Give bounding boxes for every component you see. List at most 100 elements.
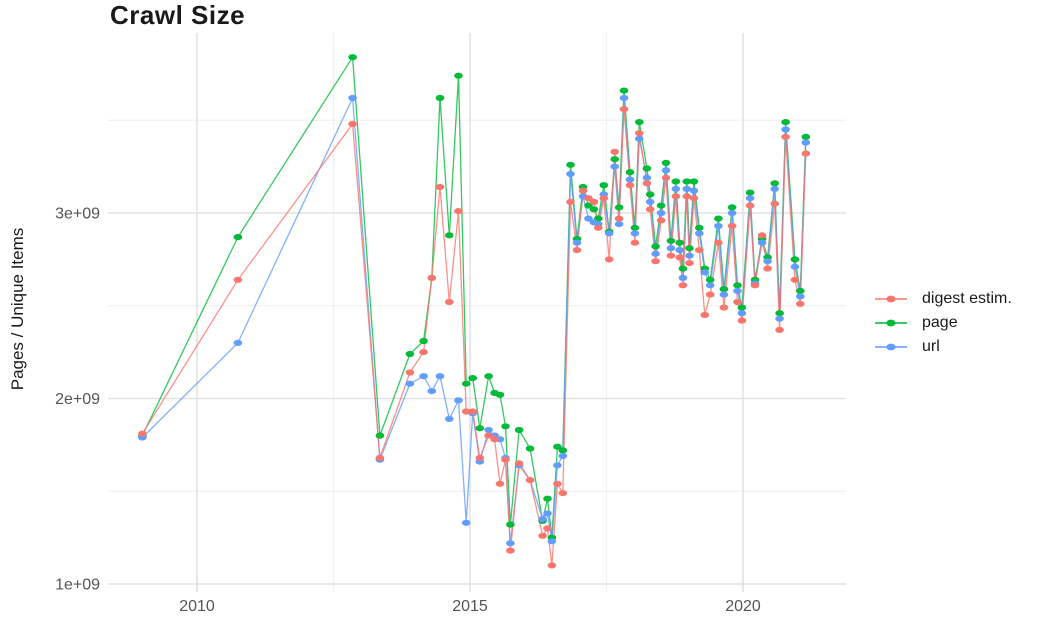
- y-axis-title: Pages / Unique Items: [8, 227, 27, 391]
- data-point-url: [405, 380, 415, 387]
- data-point-digest-estim-: [348, 120, 357, 128]
- data-point-url: [645, 198, 655, 205]
- data-point-url: [572, 239, 582, 246]
- data-point-url: [553, 462, 562, 469]
- data-point-url: [727, 209, 737, 217]
- data-point-url: [737, 310, 747, 317]
- data-point-page: [506, 521, 515, 528]
- data-point-page: [656, 202, 666, 209]
- data-point-page: [796, 287, 805, 294]
- y-tick-label: 3e+09: [55, 206, 100, 223]
- data-point-digest-estim-: [572, 247, 582, 254]
- data-point-page: [454, 72, 463, 79]
- data-point-digest-estim-: [589, 198, 599, 205]
- data-point-page: [558, 447, 568, 454]
- data-point-url: [671, 185, 681, 192]
- data-point-page: [435, 94, 445, 102]
- data-point-digest-estim-: [619, 106, 629, 113]
- data-point-url: [801, 139, 811, 146]
- data-point-page: [461, 380, 471, 387]
- data-point-url: [427, 388, 437, 395]
- data-point-digest-estim-: [501, 456, 510, 463]
- data-point-page: [584, 202, 593, 209]
- data-point-digest-estim-: [506, 547, 515, 554]
- data-point-page: [790, 256, 800, 263]
- data-point-page: [475, 425, 485, 432]
- data-point-digest-estim-: [538, 532, 547, 539]
- data-point-digest-estim-: [594, 224, 603, 231]
- data-point-page: [614, 204, 624, 211]
- data-point-digest-estim-: [604, 256, 614, 263]
- data-point-digest-estim-: [796, 300, 805, 307]
- data-point-url: [610, 163, 619, 170]
- data-point-digest-estim-: [790, 276, 800, 283]
- data-point-url: [763, 258, 772, 265]
- data-point-digest-estim-: [490, 436, 499, 443]
- data-point-digest-estim-: [661, 174, 671, 181]
- data-point-page: [514, 426, 524, 434]
- data-point-digest-estim-: [671, 193, 681, 200]
- data-point-url: [790, 263, 800, 270]
- data-point-digest-estim-: [770, 200, 779, 207]
- data-point-digest-estim-: [737, 317, 747, 324]
- series-line-page: [141, 56, 807, 539]
- data-point-url: [584, 215, 593, 222]
- series-line-url: [141, 97, 807, 544]
- data-point-digest-estim-: [651, 258, 660, 265]
- data-point-digest-estim-: [656, 217, 666, 224]
- data-point-digest-estim-: [614, 215, 624, 222]
- data-point-url: [454, 397, 463, 404]
- data-point-digest-estim-: [427, 274, 437, 281]
- data-point-page: [553, 443, 562, 450]
- data-point-page: [645, 191, 655, 198]
- data-point-url: [630, 230, 640, 237]
- data-point-digest-estim-: [775, 326, 784, 333]
- data-point-url: [666, 245, 676, 252]
- data-point-page: [689, 178, 699, 185]
- data-point-url: [547, 538, 557, 545]
- data-point-digest-estim-: [454, 208, 463, 215]
- data-point-digest-estim-: [599, 195, 609, 202]
- data-point-digest-estim-: [745, 202, 755, 209]
- data-point-url: [651, 250, 660, 257]
- data-point-page: [719, 286, 729, 293]
- y-tick-label: 1e+09: [55, 577, 100, 594]
- data-point-page: [770, 180, 779, 187]
- data-point-url: [614, 221, 624, 228]
- data-point-url: [656, 209, 666, 217]
- data-point-digest-estim-: [525, 477, 535, 484]
- data-point-digest-estim-: [566, 198, 575, 205]
- data-point-digest-estim-: [138, 430, 147, 437]
- data-point-url: [661, 167, 671, 174]
- data-point-digest-estim-: [750, 282, 760, 289]
- data-point-digest-estim-: [419, 349, 428, 356]
- data-point-url: [678, 274, 688, 281]
- data-point-digest-estim-: [584, 195, 593, 202]
- data-point-url: [233, 339, 243, 346]
- data-point-page: [801, 133, 811, 140]
- data-point-digest-estim-: [578, 187, 588, 194]
- legend-key-page-icon: [875, 319, 907, 327]
- data-point-url: [775, 315, 784, 322]
- data-point-page: [501, 423, 510, 430]
- data-point-digest-estim-: [763, 265, 772, 272]
- data-point-page: [599, 182, 609, 189]
- data-point-page: [714, 215, 723, 222]
- data-point-digest-estim-: [689, 195, 699, 202]
- data-point-page: [705, 276, 715, 283]
- data-point-digest-estim-: [635, 130, 644, 137]
- data-point-url: [445, 415, 454, 422]
- x-tick-label: 2010: [179, 598, 215, 615]
- data-point-digest-estim-: [610, 148, 619, 155]
- legend-label-digest-estim: digest estim.: [922, 290, 1012, 307]
- data-point-url: [781, 126, 790, 133]
- legend-label-url: url: [922, 338, 940, 355]
- data-point-url: [435, 373, 445, 380]
- data-point-digest-estim-: [461, 408, 471, 415]
- data-point-digest-estim-: [405, 369, 415, 376]
- data-point-digest-estim-: [682, 193, 692, 200]
- data-point-page: [543, 495, 552, 502]
- data-point-page: [781, 119, 790, 126]
- gridlines-major: [108, 33, 846, 592]
